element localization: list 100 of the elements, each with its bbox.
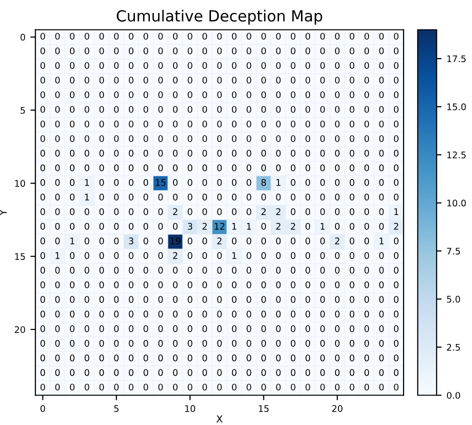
data-label: 0 [84,76,90,84]
data-label: 0 [364,150,370,157]
data-label: 0 [217,310,222,318]
x-tick-label: 0 [40,405,46,412]
data-label: 0 [217,266,222,274]
data-label: 0 [276,150,281,157]
data-label: 0 [173,354,178,362]
data-label: 0 [70,76,74,84]
data-label: 0 [173,62,178,69]
data-label: 1 [85,194,89,200]
data-label: 0 [188,179,192,186]
data-label: 0 [350,340,354,347]
data-label: 0 [158,354,163,362]
data-label: 0 [379,32,384,40]
data-label: 0 [114,150,119,157]
data-label: 0 [217,252,222,259]
data-label: 0 [350,150,354,157]
data-label: 0 [144,266,148,274]
data-label: 0 [306,238,310,244]
data-label: 0 [84,164,90,172]
data-label: 0 [276,106,281,113]
data-label: 0 [379,281,384,288]
data-label: 0 [335,150,340,157]
data-label: 0 [306,164,310,172]
data-label: 0 [306,296,310,303]
data-label: 0 [364,62,370,69]
data-label: 0 [114,91,119,98]
data-label: 0 [114,238,119,244]
data-label: 0 [246,91,252,98]
data-label: 0 [379,164,384,172]
data-label: 0 [128,106,134,113]
data-label: 1 [394,208,398,215]
data-label: 0 [246,325,252,332]
data-label: 0 [394,340,398,347]
data-label: 0 [350,238,354,244]
data-label: 0 [70,340,74,347]
x-tick-label: 20 [332,405,342,412]
data-label: 0 [232,194,236,200]
data-label: 0 [276,135,281,142]
data-label: 0 [128,325,134,332]
data-label: 0 [394,252,398,259]
data-label: 0 [306,194,310,200]
data-label: 0 [394,135,398,142]
data-label: 0 [188,62,192,69]
data-label: 0 [261,194,266,200]
data-label: 0 [40,91,46,98]
data-label: 0 [217,281,222,288]
data-label: 0 [188,325,192,332]
data-label: 0 [335,135,340,142]
data-label: 8 [261,179,266,186]
data-label: 12 [214,222,224,230]
data-label: 0 [158,62,163,69]
data-label: 0 [290,120,296,128]
data-label: 0 [290,150,296,157]
data-label: 0 [40,135,46,142]
data-label: 0 [173,179,178,186]
data-label: 0 [217,106,222,113]
data-label: 0 [217,150,222,157]
data-label: 0 [55,281,60,288]
data-label: 0 [394,179,398,186]
data-label: 0 [55,384,60,391]
data-label: 0 [55,106,60,113]
data-label: 0 [394,76,398,84]
data-label: 0 [84,369,90,376]
data-label: 0 [144,91,148,98]
data-label: 0 [202,384,208,391]
data-label: 0 [99,150,104,157]
data-label: 0 [350,310,354,318]
data-label: 0 [114,62,119,69]
x-tick-label: 10 [185,405,196,412]
data-label: 0 [364,354,370,362]
data-label: 0 [144,252,148,259]
color-bar-label: 15.0 [447,103,466,110]
data-label: 1 [56,252,60,259]
data-label: 0 [99,252,104,259]
data-label: 0 [217,296,222,303]
data-label: 0 [246,384,252,391]
data-label: 0 [158,194,163,200]
data-label: 2 [276,208,280,215]
data-label: 0 [232,106,236,113]
data-label: 0 [144,384,148,391]
data-label: 0 [246,47,252,54]
data-label: 0 [99,135,104,142]
data-label: 0 [144,32,148,40]
data-label: 0 [188,369,192,376]
data-label: 0 [246,194,252,200]
data-label: 0 [173,76,178,84]
data-label: 0 [144,135,148,142]
data-label: 2 [290,222,296,230]
data-label: 0 [84,62,90,69]
data-label: 0 [202,47,208,54]
data-label: 0 [364,281,370,288]
data-label: 0 [261,62,266,69]
data-label: 0 [158,384,163,391]
data-label: 0 [114,106,119,113]
data-label: 0 [320,194,325,200]
data-label: 0 [84,222,90,230]
data-label: 0 [364,208,370,216]
data-label: 0 [173,340,178,347]
data-label: 0 [320,91,325,98]
